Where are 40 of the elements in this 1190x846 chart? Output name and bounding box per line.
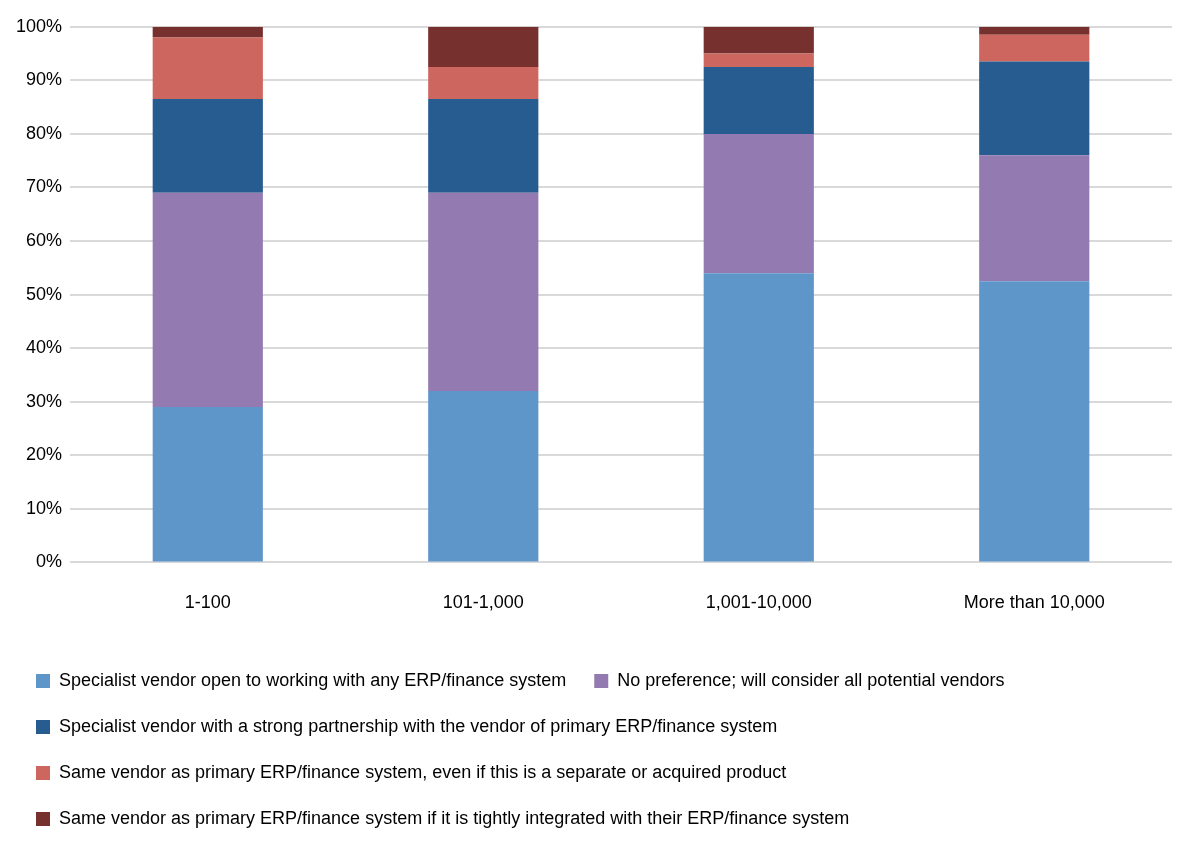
y-tick-label: 30% (26, 390, 63, 411)
bar (979, 34, 1090, 62)
bar (428, 66, 539, 100)
x-tick-label: 1-100 (184, 592, 231, 613)
bar (703, 53, 814, 67)
legend-label: Same vendor as primary ERP/finance system if it is tightly integrated with their ERP/finance system (59, 807, 850, 828)
bar (703, 273, 814, 562)
bar (979, 155, 1090, 282)
x-tick-label: 1,001-10,000 (705, 592, 812, 613)
bar (428, 26, 539, 67)
bar (703, 133, 814, 274)
legend-label: No preference; will consider all potential vendors (617, 669, 1005, 690)
y-tick-label: 70% (26, 176, 63, 197)
bar (152, 407, 263, 562)
bar (703, 26, 814, 54)
bar (979, 61, 1090, 156)
bar (428, 391, 539, 562)
y-tick-label: 20% (26, 444, 63, 465)
bar (428, 99, 539, 193)
y-tick-label: 40% (26, 337, 63, 358)
bar (703, 66, 814, 134)
legend-label: Specialist vendor open to working with any ERP/finance system (59, 669, 567, 690)
x-tick-label: 101-1,000 (442, 592, 524, 613)
y-tick-label: 0% (36, 551, 63, 572)
y-tick-label: 50% (26, 283, 63, 304)
y-tick-label: 100% (15, 15, 63, 36)
bar (152, 26, 263, 38)
bar (979, 26, 1090, 35)
y-tick-label: 80% (26, 122, 63, 143)
y-tick-label: 60% (26, 230, 63, 251)
bar (979, 281, 1090, 562)
bar (428, 192, 539, 392)
legend-label: Specialist vendor with a strong partnership with the vendor of primary ERP/finance system (59, 715, 778, 736)
legend-label: Same vendor as primary ERP/finance system, even if this is a separate or acquired product (59, 761, 787, 782)
bar (152, 99, 263, 193)
y-tick-label: 10% (26, 497, 63, 518)
x-tick-label: More than 10,000 (963, 592, 1105, 613)
bar (152, 192, 263, 408)
y-tick-label: 90% (26, 69, 63, 90)
bar (152, 37, 263, 100)
